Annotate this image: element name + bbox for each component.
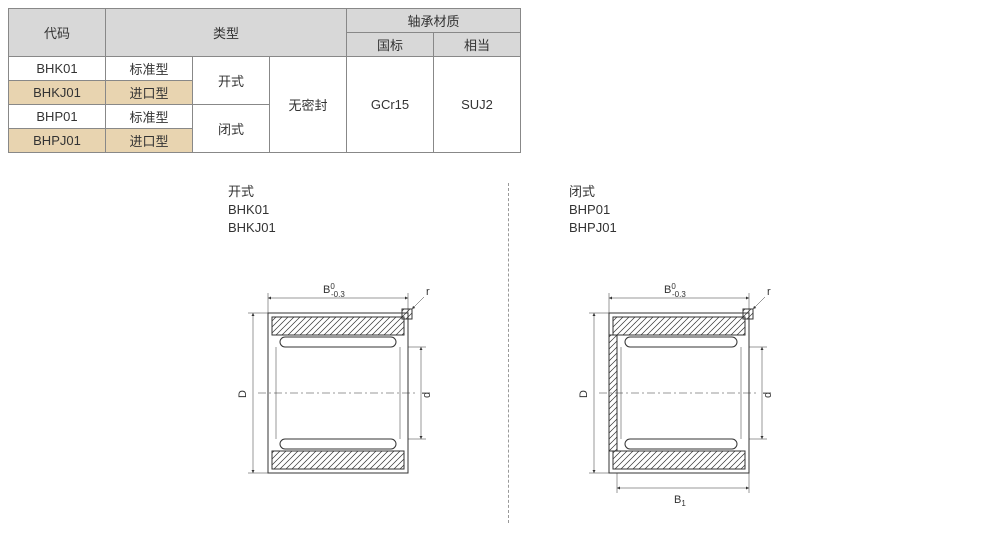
cell-gb: GCr15 [347, 57, 434, 153]
cell-style-open: 开式 [193, 57, 270, 105]
svg-text:d: d [421, 391, 433, 397]
right-title: 闭式 BHP01 BHPJ01 [569, 183, 809, 238]
th-material: 轴承材质 [347, 9, 521, 33]
cell-variant: 标准型 [106, 57, 193, 81]
svg-text:B1: B1 [674, 494, 686, 508]
th-type: 类型 [106, 9, 347, 57]
cell-equiv: SUJ2 [434, 57, 521, 153]
svg-text:B0-0.3: B0-0.3 [323, 282, 345, 299]
diagrams-row: 开式 BHK01 BHKJ01 [8, 183, 984, 533]
svg-text:d: d [762, 391, 774, 397]
right-diagram: D d B0-0.3 r B1 [549, 253, 809, 533]
cell-code: BHKJ01 [9, 81, 106, 105]
th-equiv: 相当 [434, 33, 521, 57]
spec-table: 代码 类型 轴承材质 国标 相当 BHK01 标准型 开式 无密封 GCr15 … [8, 8, 984, 153]
left-diagram: D d B0-0.3 r [208, 253, 468, 513]
cell-code: BHK01 [9, 57, 106, 81]
divider [508, 183, 509, 523]
th-gb: 国标 [347, 33, 434, 57]
svg-text:r: r [767, 286, 771, 298]
svg-text:D: D [578, 390, 590, 398]
svg-text:r: r [426, 286, 430, 298]
cell-variant: 标准型 [106, 105, 193, 129]
cell-variant: 进口型 [106, 81, 193, 105]
left-title: 开式 BHK01 BHKJ01 [228, 183, 468, 238]
cell-style-closed: 闭式 [193, 105, 270, 153]
cell-code: BHP01 [9, 105, 106, 129]
svg-text:B0-0.3: B0-0.3 [664, 282, 686, 299]
svg-text:D: D [237, 390, 249, 398]
cell-code: BHPJ01 [9, 129, 106, 153]
th-code: 代码 [9, 9, 106, 57]
cell-seal: 无密封 [270, 57, 347, 153]
cell-variant: 进口型 [106, 129, 193, 153]
